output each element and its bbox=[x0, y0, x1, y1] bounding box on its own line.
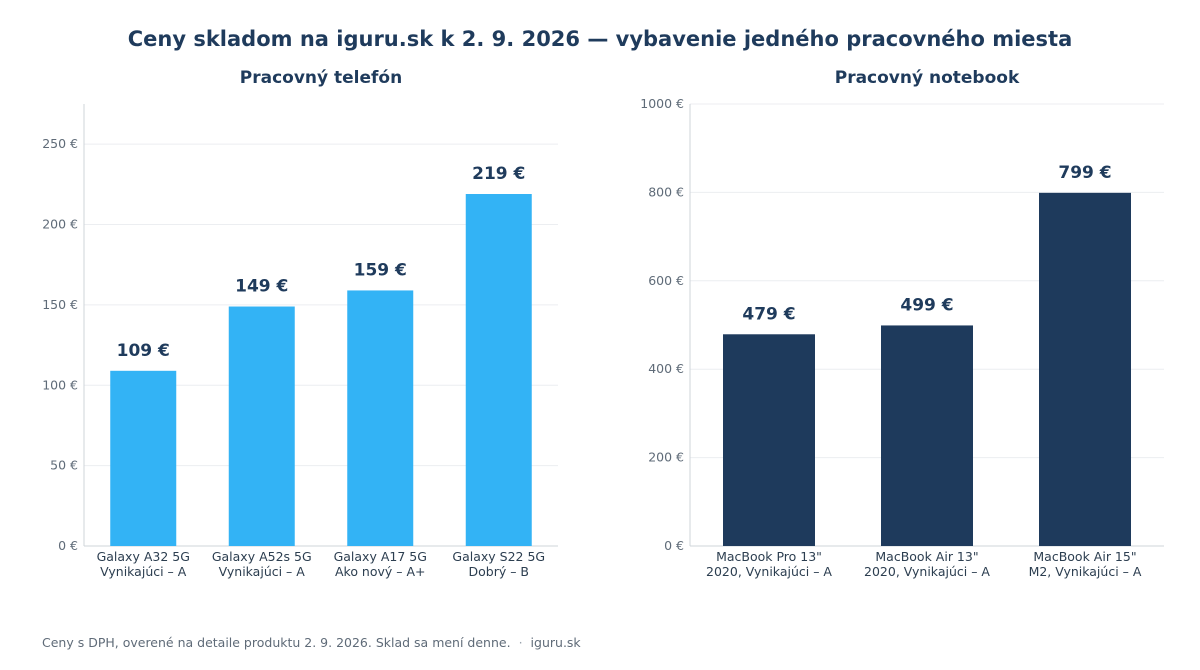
data-label-notebook: 499 € bbox=[900, 295, 953, 315]
data-label-notebook: 799 € bbox=[1058, 163, 1111, 183]
x-tick-label-phone: Vynikajúci – A bbox=[100, 564, 187, 579]
footer-note: Ceny s DPH, overené na detaile produktu … bbox=[42, 635, 511, 650]
data-label-phone: 159 € bbox=[354, 260, 407, 280]
y-tick-label-notebook: 800 € bbox=[648, 184, 684, 199]
y-tick-label-phone: 200 € bbox=[42, 217, 78, 232]
y-tick-label-notebook: 1000 € bbox=[640, 96, 684, 111]
bar-notebook bbox=[723, 334, 815, 546]
y-tick-label-phone: 150 € bbox=[42, 297, 78, 312]
chart-title-notebook: Pracovný notebook bbox=[834, 68, 1020, 88]
x-tick-label-phone: Galaxy S22 5G bbox=[452, 549, 545, 564]
footer-separator: · bbox=[518, 635, 523, 650]
data-label-phone: 149 € bbox=[235, 277, 288, 297]
y-tick-label-notebook: 0 € bbox=[664, 538, 684, 553]
y-tick-label-phone: 50 € bbox=[50, 458, 78, 473]
x-tick-label-notebook: 2020, Vynikajúci – A bbox=[864, 564, 990, 579]
x-tick-label-phone: Dobrý – B bbox=[468, 564, 529, 579]
y-tick-label-phone: 100 € bbox=[42, 377, 78, 392]
x-tick-label-notebook: 2020, Vynikajúci – A bbox=[706, 564, 832, 579]
footer-source: iguru.sk bbox=[530, 635, 581, 650]
y-tick-label-phone: 250 € bbox=[42, 136, 78, 151]
page-title: Ceny skladom na iguru.sk k 2. 9. 2026 — … bbox=[127, 27, 1073, 51]
x-tick-label-phone: Vynikajúci – A bbox=[219, 564, 306, 579]
y-tick-label-notebook: 600 € bbox=[648, 273, 684, 288]
x-tick-label-notebook: MacBook Air 13" bbox=[875, 549, 978, 564]
y-tick-label-notebook: 400 € bbox=[648, 361, 684, 376]
bar-phone bbox=[110, 370, 177, 546]
chart-title-phone: Pracovný telefón bbox=[239, 68, 403, 88]
bar-phone bbox=[347, 290, 414, 546]
y-tick-label-phone: 0 € bbox=[58, 538, 78, 553]
bar-phone bbox=[465, 194, 532, 547]
footer: Ceny s DPH, overené na detaile produktu … bbox=[42, 635, 581, 650]
x-tick-label-phone: Ako nový – A+ bbox=[335, 564, 426, 579]
x-tick-label-phone: Galaxy A32 5G bbox=[97, 549, 190, 564]
data-label-phone: 109 € bbox=[117, 341, 170, 361]
data-label-phone: 219 € bbox=[472, 164, 525, 184]
y-tick-label-notebook: 200 € bbox=[648, 450, 684, 465]
x-tick-label-phone: Galaxy A17 5G bbox=[334, 549, 427, 564]
data-label-notebook: 479 € bbox=[742, 304, 795, 324]
bar-notebook bbox=[881, 325, 973, 546]
bar-phone bbox=[228, 306, 295, 546]
x-tick-label-notebook: MacBook Air 15" bbox=[1033, 549, 1136, 564]
x-tick-label-notebook: MacBook Pro 13" bbox=[716, 549, 822, 564]
bar-notebook bbox=[1039, 192, 1131, 547]
x-tick-label-notebook: M2, Vynikajúci – A bbox=[1029, 564, 1142, 579]
x-tick-label-phone: Galaxy A52s 5G bbox=[212, 549, 312, 564]
